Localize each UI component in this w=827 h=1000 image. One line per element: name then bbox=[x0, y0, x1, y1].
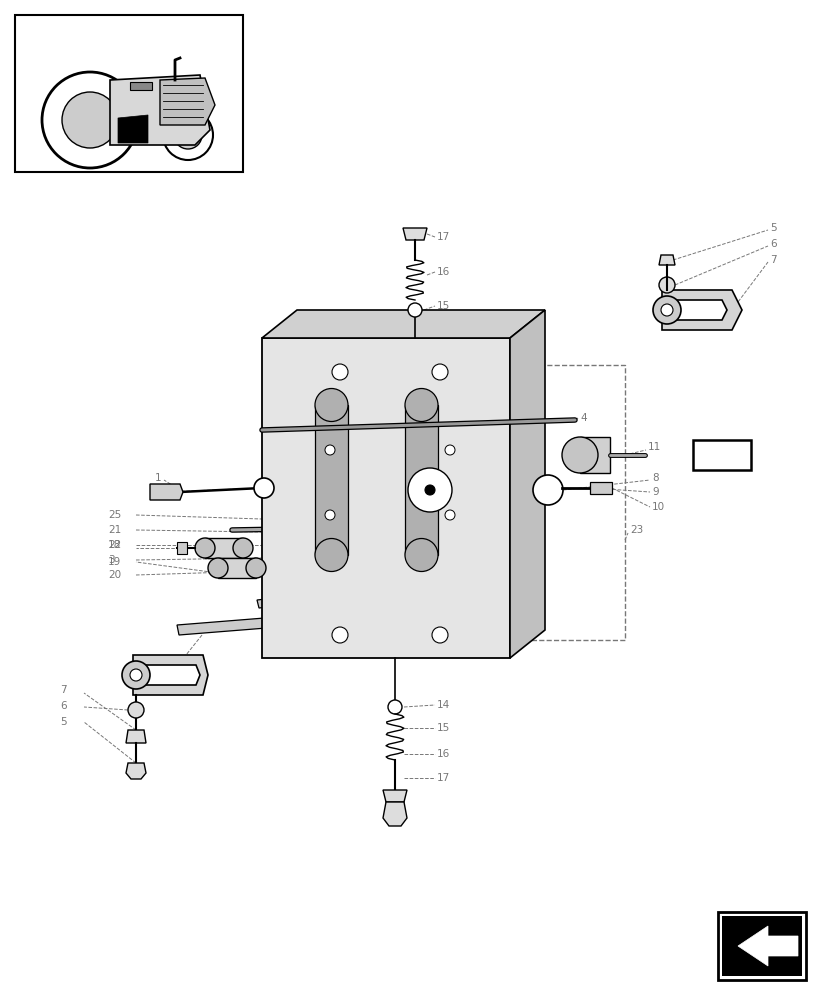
Circle shape bbox=[658, 277, 674, 293]
Polygon shape bbox=[579, 437, 609, 473]
Circle shape bbox=[254, 478, 274, 498]
Text: 10: 10 bbox=[651, 502, 664, 512]
Text: 6: 6 bbox=[60, 701, 66, 711]
Polygon shape bbox=[261, 338, 509, 658]
Circle shape bbox=[408, 468, 452, 512]
Bar bbox=[590, 482, 611, 494]
Polygon shape bbox=[126, 763, 146, 779]
Text: 15: 15 bbox=[437, 301, 450, 311]
Text: 4: 4 bbox=[579, 413, 586, 423]
Circle shape bbox=[42, 72, 138, 168]
Text: 7: 7 bbox=[769, 255, 776, 265]
Text: 3: 3 bbox=[108, 555, 114, 565]
Text: 25: 25 bbox=[108, 510, 121, 520]
Text: 1: 1 bbox=[155, 473, 161, 483]
Polygon shape bbox=[130, 82, 152, 90]
Polygon shape bbox=[177, 542, 187, 554]
Text: 5: 5 bbox=[769, 223, 776, 233]
Circle shape bbox=[432, 627, 447, 643]
Text: 17: 17 bbox=[437, 232, 450, 242]
Circle shape bbox=[404, 388, 437, 422]
Circle shape bbox=[332, 364, 347, 380]
Bar bbox=[692, 440, 750, 470]
Circle shape bbox=[62, 92, 118, 148]
Circle shape bbox=[533, 475, 562, 505]
Text: 21: 21 bbox=[108, 525, 121, 535]
Circle shape bbox=[128, 702, 144, 718]
Circle shape bbox=[325, 510, 335, 520]
Text: 14: 14 bbox=[437, 700, 450, 710]
Circle shape bbox=[208, 558, 227, 578]
Bar bbox=[717, 912, 805, 980]
Polygon shape bbox=[383, 802, 407, 826]
Polygon shape bbox=[118, 115, 148, 143]
Text: 15: 15 bbox=[437, 723, 450, 733]
Text: 20: 20 bbox=[108, 570, 121, 580]
Circle shape bbox=[424, 485, 434, 495]
Circle shape bbox=[130, 669, 141, 681]
Polygon shape bbox=[205, 538, 242, 558]
Circle shape bbox=[444, 510, 455, 520]
Text: 9: 9 bbox=[651, 487, 657, 497]
Polygon shape bbox=[150, 484, 183, 500]
Polygon shape bbox=[403, 228, 427, 240]
Circle shape bbox=[562, 437, 597, 473]
Text: 7: 7 bbox=[60, 685, 66, 695]
Polygon shape bbox=[256, 575, 486, 608]
Text: 5: 5 bbox=[60, 717, 66, 727]
Polygon shape bbox=[218, 558, 256, 578]
Circle shape bbox=[174, 121, 202, 149]
Circle shape bbox=[408, 303, 422, 317]
Circle shape bbox=[314, 388, 347, 422]
Polygon shape bbox=[110, 75, 210, 145]
Polygon shape bbox=[658, 255, 674, 265]
Circle shape bbox=[432, 364, 447, 380]
Bar bbox=[509, 365, 624, 640]
Circle shape bbox=[332, 627, 347, 643]
Polygon shape bbox=[133, 655, 208, 695]
Polygon shape bbox=[314, 405, 347, 555]
Circle shape bbox=[122, 661, 150, 689]
Bar bbox=[721, 916, 801, 976]
Text: 2: 2 bbox=[155, 487, 161, 497]
Circle shape bbox=[163, 110, 213, 160]
Text: 16: 16 bbox=[437, 749, 450, 759]
Circle shape bbox=[388, 700, 402, 714]
Text: 13: 13 bbox=[449, 635, 463, 645]
Polygon shape bbox=[177, 600, 491, 635]
Polygon shape bbox=[160, 78, 215, 125]
Circle shape bbox=[314, 538, 347, 572]
Polygon shape bbox=[509, 310, 544, 658]
Bar bbox=[15, 15, 242, 172]
Circle shape bbox=[404, 538, 437, 572]
Polygon shape bbox=[662, 290, 741, 330]
Polygon shape bbox=[126, 730, 146, 743]
Polygon shape bbox=[261, 310, 544, 338]
Text: 6: 6 bbox=[769, 239, 776, 249]
Polygon shape bbox=[404, 405, 437, 555]
Text: 11: 11 bbox=[648, 442, 661, 452]
Circle shape bbox=[660, 304, 672, 316]
Circle shape bbox=[325, 445, 335, 455]
Text: 23: 23 bbox=[629, 525, 643, 535]
Text: 18: 18 bbox=[108, 540, 121, 550]
Polygon shape bbox=[383, 790, 407, 802]
Text: 19: 19 bbox=[108, 557, 121, 567]
Text: 16: 16 bbox=[437, 267, 450, 277]
Text: 24: 24 bbox=[172, 657, 185, 667]
Text: 12: 12 bbox=[700, 450, 714, 460]
Circle shape bbox=[653, 296, 680, 324]
Circle shape bbox=[195, 538, 215, 558]
Text: 8: 8 bbox=[651, 473, 657, 483]
Text: 17: 17 bbox=[437, 773, 450, 783]
Circle shape bbox=[444, 445, 455, 455]
Polygon shape bbox=[737, 926, 797, 966]
Circle shape bbox=[246, 558, 265, 578]
Text: 22: 22 bbox=[108, 540, 121, 550]
Circle shape bbox=[232, 538, 253, 558]
